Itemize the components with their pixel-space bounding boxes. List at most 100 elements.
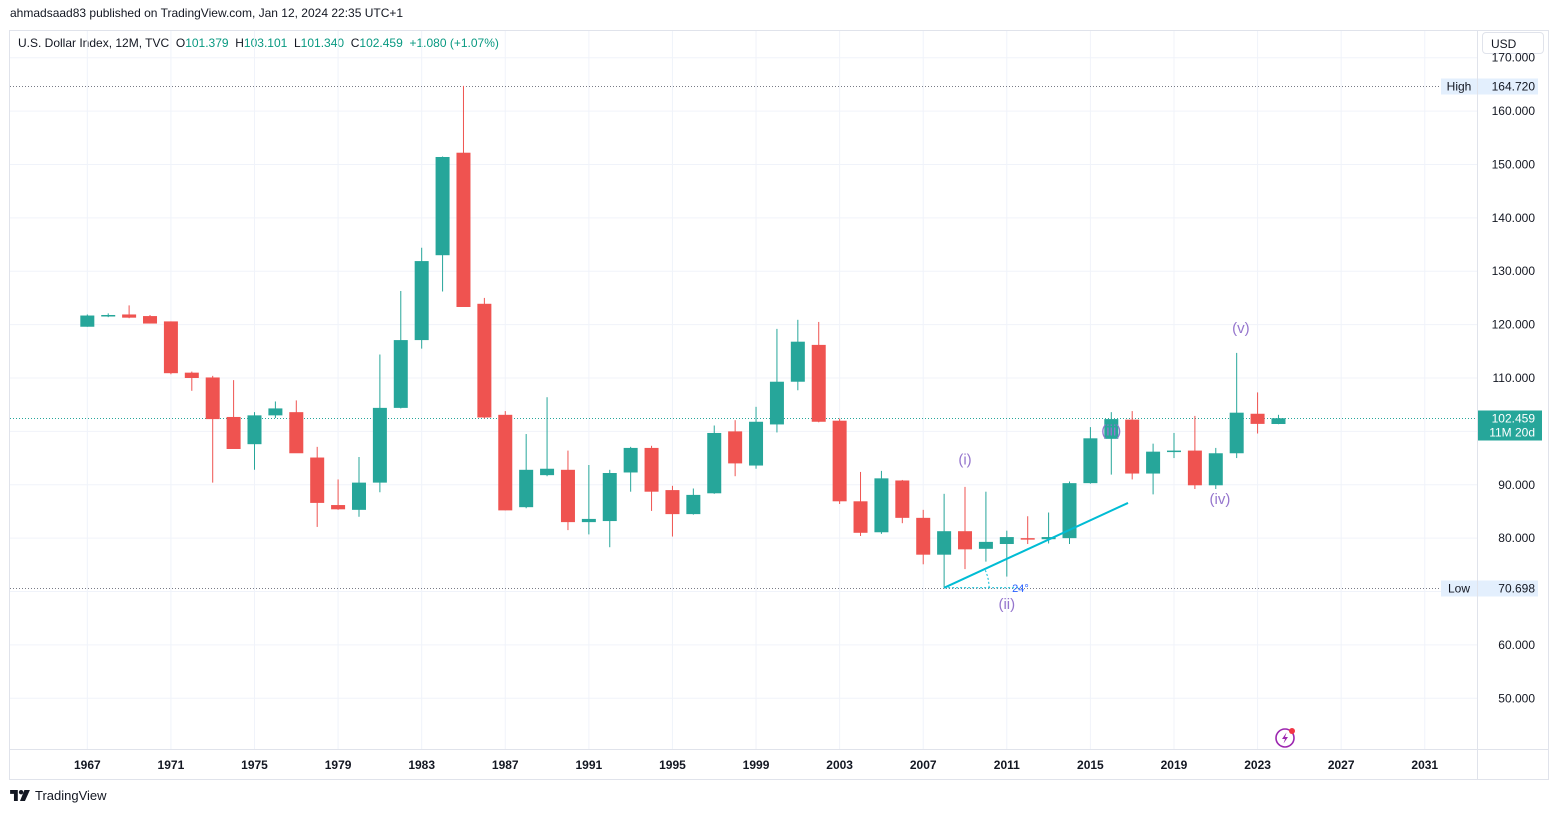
price-line-tag-label: Low	[1448, 582, 1470, 596]
candle-body	[247, 415, 262, 445]
candle-body	[289, 412, 304, 454]
candle-body	[937, 531, 952, 555]
candles	[80, 85, 1286, 588]
open-value: 101.379	[185, 36, 229, 50]
candle-body	[602, 473, 617, 522]
price-tick-label: 130.000	[1492, 264, 1536, 278]
last-price-label-bg	[1478, 410, 1542, 441]
candle-body	[1062, 483, 1077, 539]
candle-body	[728, 431, 743, 464]
candle-body	[1250, 413, 1265, 424]
time-tick-label: 1983	[408, 758, 435, 772]
ohlc-legend: U.S. Dollar Index, 12M, TVC O101.379 H 10…	[18, 36, 499, 50]
candle-body	[122, 314, 137, 318]
chart-frame	[9, 30, 1549, 780]
trend-angle-label: 24°	[1012, 583, 1029, 595]
trend-line	[943, 501, 1129, 589]
candle-body	[581, 518, 596, 523]
candle-body	[769, 381, 784, 425]
tradingview-footer: TradingView	[10, 788, 107, 803]
price-tick-label: 150.000	[1492, 157, 1536, 171]
price-tick-label: 170.000	[1492, 51, 1536, 65]
candle-body	[832, 420, 847, 502]
candle-body	[519, 469, 534, 508]
time-tick-label: 1995	[659, 758, 686, 772]
candle-body	[978, 541, 993, 549]
candle-body	[895, 480, 910, 518]
time-tick-label: 1967	[74, 758, 101, 772]
candle-body	[435, 156, 450, 256]
currency-selector[interactable]: USD	[1482, 32, 1544, 54]
price-line-tag-bg	[1441, 78, 1477, 95]
time-tick-label: 2027	[1328, 758, 1355, 772]
price-lines	[10, 86, 1477, 589]
candle-body	[331, 505, 346, 510]
price-tick-label: 50.000	[1498, 691, 1535, 705]
time-tick-label: 2019	[1161, 758, 1188, 772]
high-label: H	[235, 36, 244, 50]
close-label: C	[350, 36, 360, 50]
candle-body	[853, 501, 868, 533]
time-tick-label: 2011	[994, 758, 1020, 772]
price-tick-label: 140.000	[1492, 211, 1536, 225]
last-price-value: 102.459	[1492, 412, 1536, 426]
price-tick-label: 110.000	[1493, 371, 1536, 385]
price-line-value-bg	[1478, 580, 1538, 597]
candle-body	[790, 341, 805, 382]
candle-body	[1125, 419, 1140, 474]
price-line-tag-bg	[1441, 580, 1477, 597]
candle-body	[393, 340, 408, 408]
candle-body	[477, 303, 492, 418]
candle-body	[999, 537, 1014, 545]
candle-body	[707, 432, 722, 494]
candle-body	[540, 468, 555, 476]
price-line-value-label: 164.720	[1492, 80, 1536, 94]
grid-lines	[10, 31, 1477, 749]
time-tick-label: 1971	[158, 758, 185, 772]
time-tick-label: 1987	[492, 758, 519, 772]
candle-body	[1083, 438, 1098, 484]
change-value: +1.080 (+1.07%)	[409, 36, 499, 50]
candle-body	[310, 457, 325, 503]
time-tick-label: 2007	[910, 758, 937, 772]
candle-body	[686, 494, 701, 515]
price-line-value-label: 70.698	[1498, 582, 1535, 596]
candle-body	[184, 372, 199, 378]
candle-body	[268, 408, 283, 416]
candle-body	[560, 469, 575, 523]
price-line-value-bg	[1478, 78, 1538, 95]
candle-body	[665, 490, 680, 515]
price-axis: 170.000 160.000 150.000 140.000 130.000 120.0…	[1492, 51, 1536, 706]
candle-body	[1187, 450, 1202, 486]
close-value: 102.459	[359, 36, 403, 50]
candle-body	[1146, 451, 1161, 474]
price-tick-label: 120.000	[1492, 318, 1536, 332]
candle-body	[1104, 419, 1119, 439]
candle-body	[916, 517, 931, 555]
candle-body	[1208, 453, 1223, 486]
candle-body	[874, 478, 889, 533]
published-by-text: ahmadsaad83 published on TradingView.com…	[10, 6, 404, 20]
wave-label: (iii)	[1101, 423, 1121, 440]
candle-body	[1166, 450, 1181, 453]
candle-body	[351, 482, 366, 510]
candle-body	[1229, 412, 1244, 454]
price-tick-label: 80.000	[1498, 531, 1535, 545]
time-tick-label: 1975	[241, 758, 268, 772]
candle-body	[101, 314, 116, 317]
candle-body	[498, 414, 513, 511]
open-label: O	[175, 36, 186, 50]
candle-body	[226, 416, 241, 449]
wave-label: (v)	[1232, 320, 1250, 337]
time-tick-label: 2003	[826, 758, 853, 772]
candle-body	[958, 531, 973, 550]
symbol-title: U.S. Dollar Index, 12M, TVC	[18, 36, 170, 50]
wave-label: (ii)	[998, 596, 1015, 613]
wave-label: (iv)	[1210, 491, 1231, 508]
candle-body	[456, 152, 471, 307]
lightning-icon[interactable]	[1275, 728, 1295, 748]
last-price-countdown: 11M 20d	[1489, 426, 1535, 440]
candle-body	[1041, 537, 1056, 540]
